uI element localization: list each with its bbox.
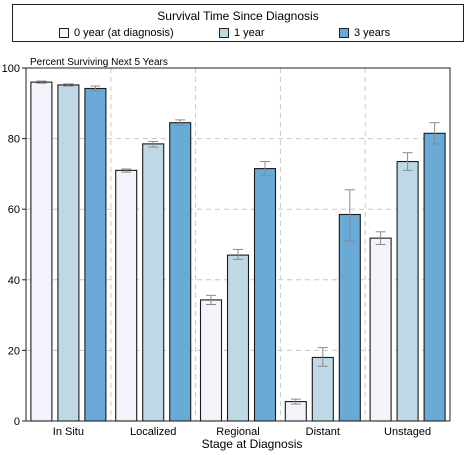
bar-distant-series-1 xyxy=(311,356,334,422)
legend-entry-1-year: 1 year xyxy=(219,27,265,39)
bar-localized-series-0 xyxy=(115,169,138,422)
x-tick-label-localized: Localized xyxy=(130,426,176,438)
y-tick-label-100: 100 xyxy=(2,63,20,75)
bar-regional-series-2 xyxy=(253,168,277,422)
bar-in-situ-series-1 xyxy=(57,84,80,422)
y-tick-label-40: 40 xyxy=(8,275,20,287)
plot-frame xyxy=(25,67,451,422)
bar-unstaged-series-1 xyxy=(396,160,419,422)
legend-label-1-year: 1 year xyxy=(234,27,265,39)
x-tick-label-unstaged: Unstaged xyxy=(384,426,431,438)
bar-unstaged-series-2 xyxy=(423,132,446,422)
axes: In Situ Localized Regional Distant Unstaged 0… xyxy=(2,63,451,438)
legend-title: Survival Time Since Diagnosis xyxy=(157,9,319,23)
y-tick-label-20: 20 xyxy=(8,345,20,357)
legend-label-3-years: 3 years xyxy=(354,27,391,39)
legend-entry-0-year: 0 year (at diagnosis) xyxy=(59,27,174,39)
x-tick-label-regional: Regional xyxy=(216,426,259,438)
chart-subtitle: Percent Surviving Next 5 Years xyxy=(30,57,168,68)
bar-localized-series-1 xyxy=(142,143,165,422)
legend-swatch-3-years xyxy=(339,28,349,38)
legend-swatch-1-year xyxy=(219,28,229,38)
bar-regional-series-0 xyxy=(199,299,223,422)
x-tick-label-distant: Distant xyxy=(306,426,340,438)
legend-swatch-0-year xyxy=(59,28,69,38)
legend-label-0-year: 0 year (at diagnosis) xyxy=(74,27,174,39)
x-tick-label-in-situ: In Situ xyxy=(53,426,84,438)
y-tick-label-60: 60 xyxy=(8,204,20,216)
bar-in-situ-series-0 xyxy=(30,81,53,422)
bar-distant-series-2 xyxy=(338,213,361,422)
legend-entry-3-years: 3 years xyxy=(339,27,390,39)
bar-regional-series-1 xyxy=(226,254,250,422)
y-tick-label-80: 80 xyxy=(8,134,20,146)
x-axis-title: Stage at Diagnosis xyxy=(202,437,303,451)
legend: Survival Time Since Diagnosis 0 year (at… xyxy=(12,4,464,42)
bars xyxy=(30,80,446,422)
bar-localized-series-2 xyxy=(169,122,192,422)
bar-in-situ-series-2 xyxy=(84,87,107,422)
y-tick-label-0: 0 xyxy=(14,416,20,428)
bar-unstaged-series-0 xyxy=(369,237,392,422)
